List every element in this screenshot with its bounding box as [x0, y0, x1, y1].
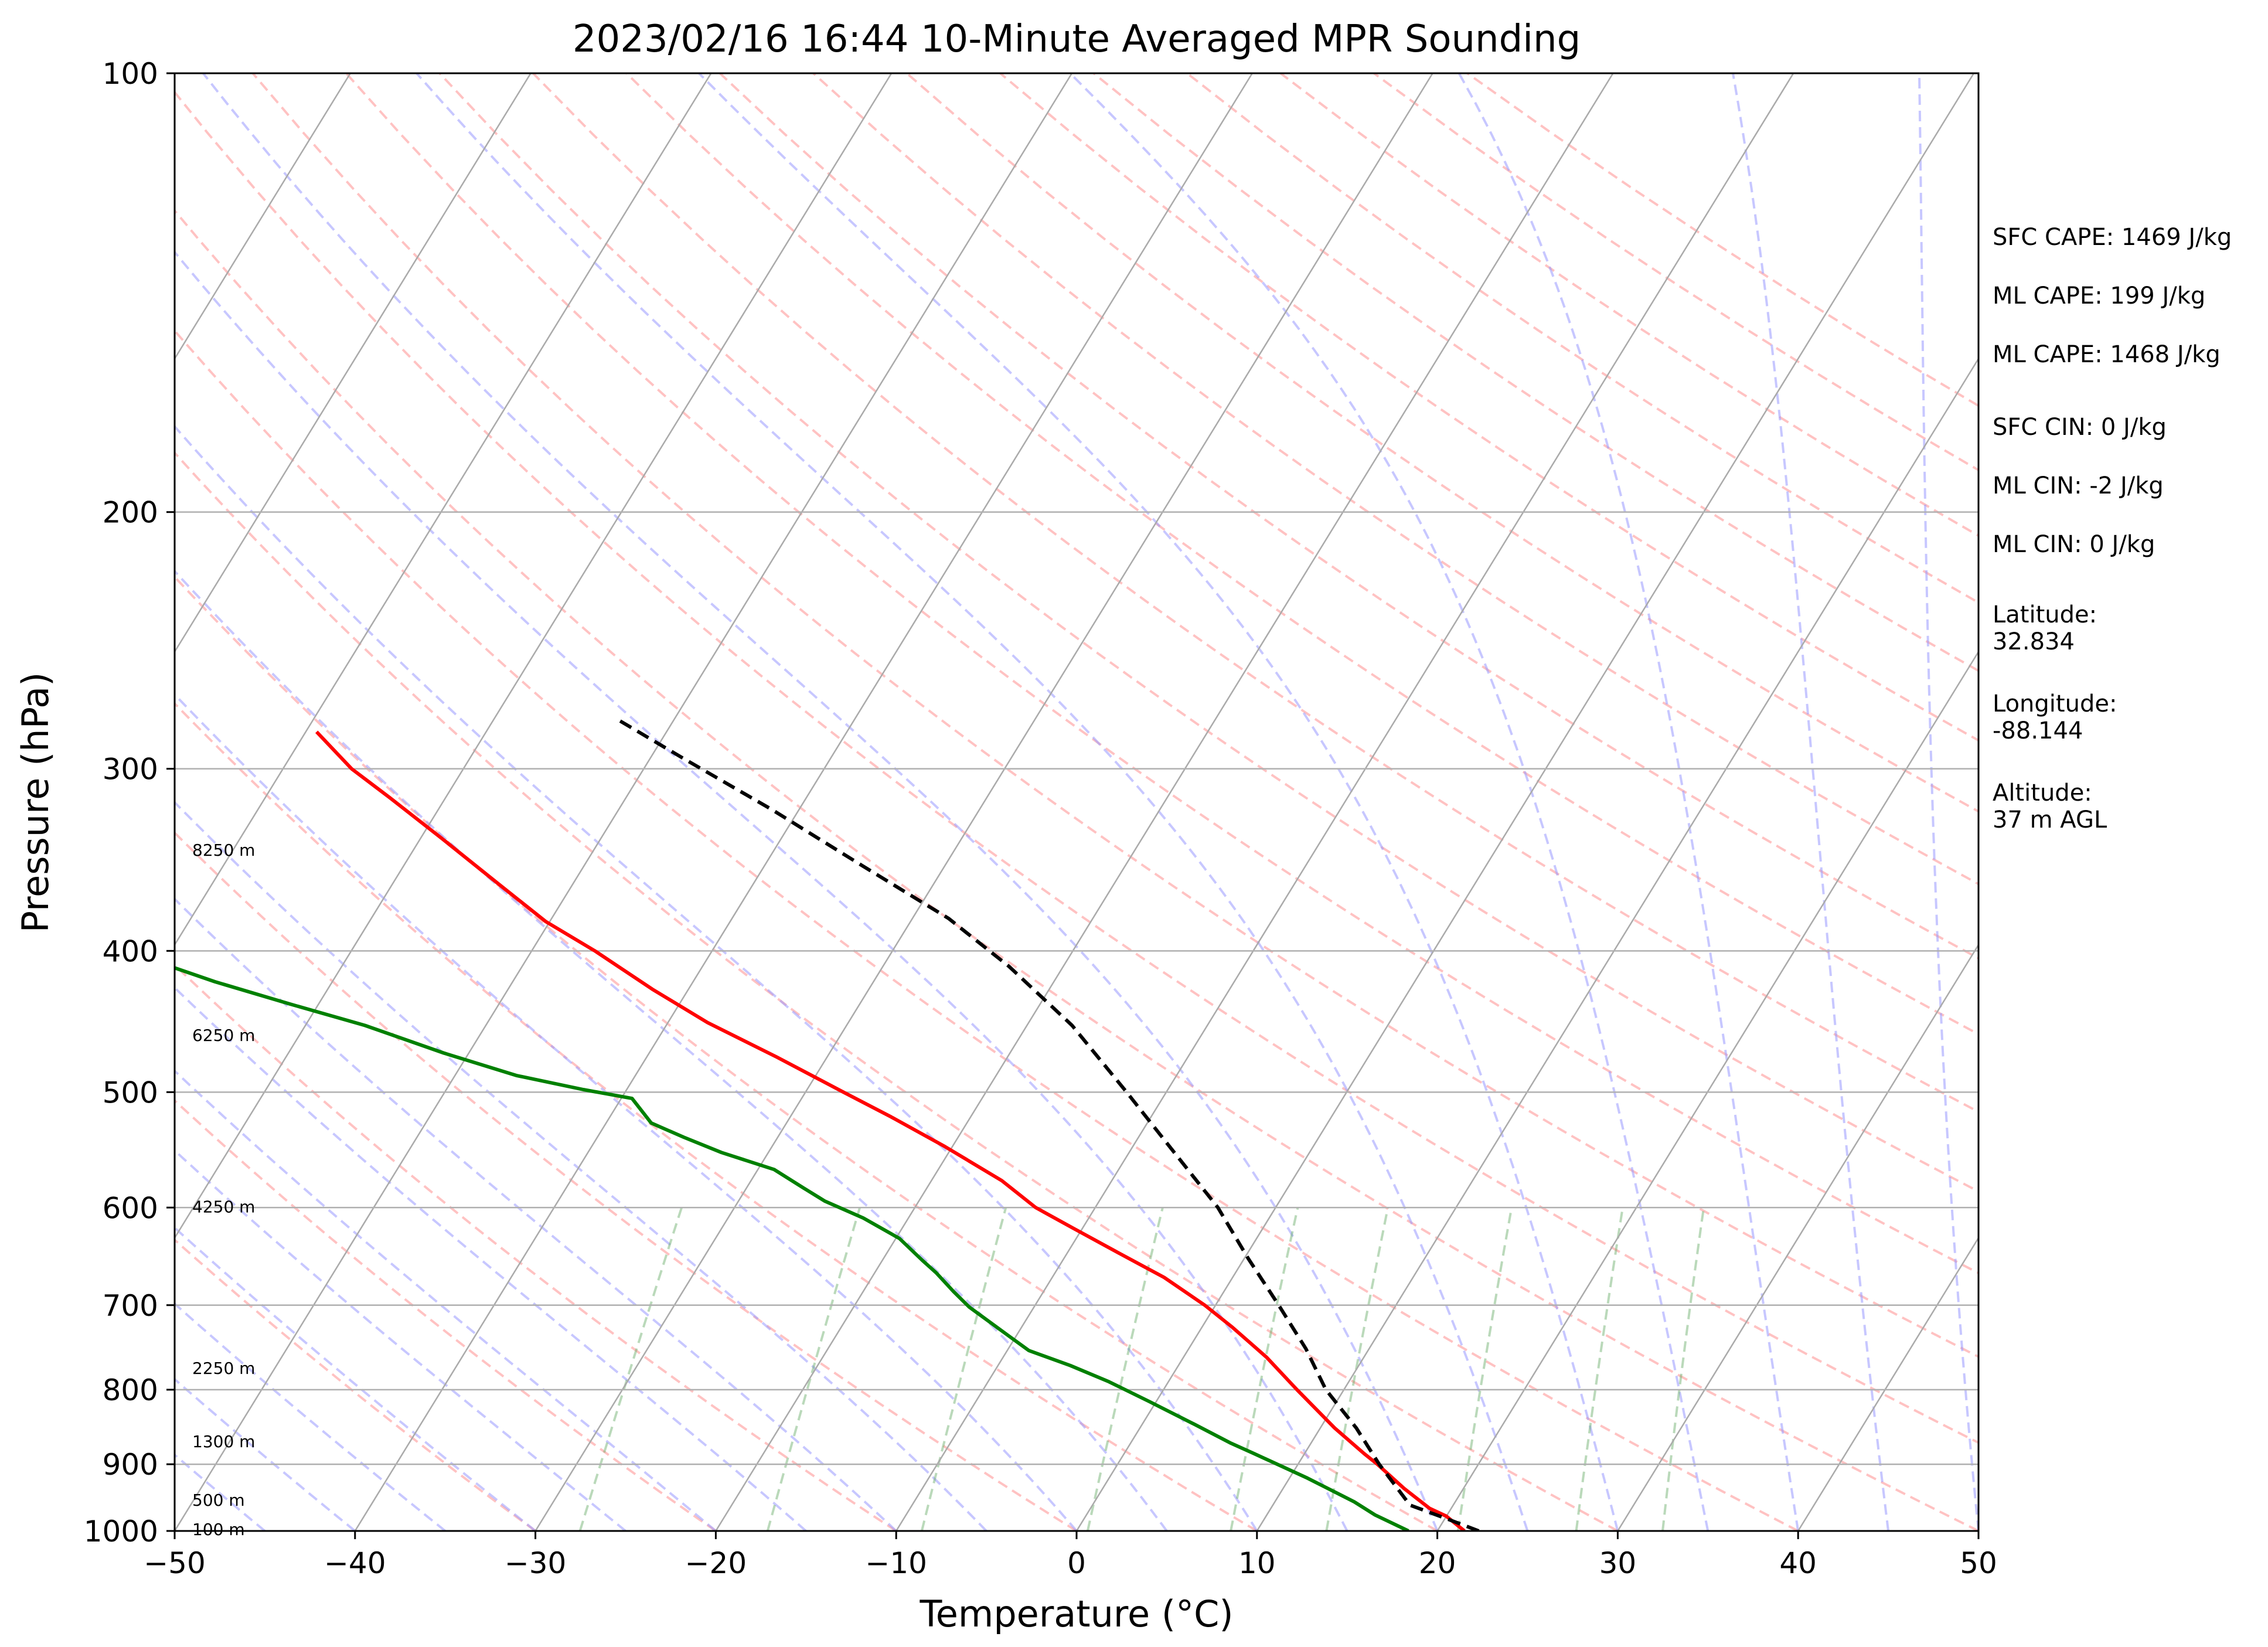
dry-adiabat: [812, 73, 1978, 886]
y-tick-label: 300: [103, 753, 158, 787]
isotherm: [895, 73, 1794, 1531]
mixing-ratio-line: [920, 1207, 1007, 1531]
series-parcel-line: [618, 719, 1480, 1531]
moist-adiabat: [1457, 73, 1800, 1531]
dry-adiabat: [175, 90, 1978, 1444]
y-axis-label: Pressure (hPa): [14, 672, 57, 933]
isotherm: [175, 73, 1073, 1531]
moist-adiabat: [175, 897, 897, 1531]
x-tick-label: −10: [865, 1546, 927, 1580]
y-tick-label: 100: [103, 57, 158, 91]
y-tick-label: 600: [103, 1191, 158, 1225]
dry-adiabat: [438, 73, 1978, 1193]
x-tick-label: 30: [1599, 1546, 1637, 1580]
isotherm: [715, 73, 1614, 1531]
longitude-value: -88.144: [1993, 717, 2083, 744]
dry-adiabat: [175, 575, 1438, 1531]
ml-cin-label-1: ML CIN: -2 J/kg: [1993, 472, 2164, 499]
x-tick-label: −20: [685, 1546, 747, 1580]
dry-adiabat: [175, 1238, 536, 1531]
latitude-value: 32.834: [1993, 628, 2075, 655]
dry-adiabat: [175, 831, 1078, 1531]
height-label: 500 m: [192, 1491, 245, 1510]
moist-adiabat: [175, 424, 1258, 1531]
y-tick-label: 700: [103, 1289, 158, 1323]
moist-adiabat: [416, 73, 1529, 1531]
dry-adiabat: [175, 451, 1619, 1531]
x-tick-label: 20: [1419, 1546, 1456, 1580]
latitude-label: Latitude:: [1993, 601, 2097, 628]
isotherm: [175, 73, 893, 1240]
x-tick-label: 40: [1779, 1546, 1817, 1580]
y-tick-label: 500: [103, 1076, 158, 1110]
dry-adiabat: [175, 963, 897, 1531]
x-tick-label: −40: [324, 1546, 386, 1580]
y-tick-label: 800: [103, 1373, 158, 1407]
isotherm: [1617, 943, 1978, 1531]
sfc-cin-label: SFC CIN: 0 J/kg: [1993, 414, 2167, 441]
dry-adiabat: [1092, 73, 1978, 672]
y-tick-label: 1000: [84, 1515, 158, 1549]
dry-adiabat: [345, 73, 1978, 1275]
dry-adiabat: [175, 209, 1978, 1531]
dry-adiabat: [251, 73, 1978, 1359]
height-label: 100 m: [192, 1520, 245, 1539]
sfc-cape-label: SFC CAPE: 1469 J/kg: [1993, 224, 2232, 251]
moist-adiabat: [175, 693, 1078, 1531]
moist-adiabat: [1918, 73, 1978, 1531]
moist-adiabat: [175, 250, 1348, 1531]
y-tick-label: 400: [103, 934, 158, 968]
isotherm: [534, 73, 1433, 1531]
height-label: 4250 m: [192, 1197, 255, 1216]
x-axis-label: Temperature (°C): [919, 1592, 1233, 1635]
moist-adiabat: [175, 569, 1168, 1531]
chart-title: 2023/02/16 16:44 10-Minute Averaged MPR …: [573, 18, 1581, 61]
ml-cape-label-2: ML CAPE: 1468 J/kg: [1993, 341, 2221, 368]
x-tick-label: 50: [1960, 1546, 1997, 1580]
isotherm: [1075, 73, 1975, 1531]
longitude-label: Longitude:: [1993, 690, 2117, 717]
height-label: 2250 m: [192, 1359, 255, 1378]
height-label: 8250 m: [192, 840, 255, 860]
height-label: 1300 m: [192, 1432, 255, 1451]
altitude-label: Altitude:: [1993, 780, 2092, 807]
y-tick-label: 900: [103, 1448, 158, 1482]
isotherm: [175, 73, 532, 654]
x-tick-label: 10: [1238, 1546, 1276, 1580]
isotherm: [1256, 357, 1978, 1531]
x-tick-label: 0: [1067, 1546, 1086, 1580]
series-dewpoint-line: [175, 966, 1409, 1531]
ml-cin-label-2: ML CIN: 0 J/kg: [1993, 531, 2155, 558]
moist-adiabat: [202, 73, 1439, 1531]
moist-adiabat: [698, 73, 1619, 1531]
dry-adiabat: [175, 329, 1799, 1531]
isotherm: [175, 73, 351, 360]
isotherm: [354, 73, 1253, 1531]
moist-adiabat: [1069, 73, 1709, 1531]
isotherm: [1797, 1236, 1978, 1531]
moist-adiabat: [1732, 73, 1890, 1531]
dry-adiabat: [719, 73, 1978, 960]
series-temperature-line: [315, 730, 1466, 1531]
mixing-ratio-line: [766, 1207, 861, 1531]
x-tick-label: −50: [144, 1546, 206, 1580]
sounding-stats-panel: SFC CAPE: 1469 J/kg ML CAPE: 199 J/kg ML…: [1993, 224, 2232, 833]
dry-adiabat: [175, 702, 1258, 1531]
dry-adiabat: [175, 1099, 717, 1531]
isotherm: [175, 73, 712, 947]
ml-cape-label-1: ML CAPE: 199 J/kg: [1993, 283, 2205, 309]
mixing-ratio-line: [1086, 1207, 1164, 1531]
x-tick-label: −30: [505, 1546, 567, 1580]
altitude-value: 37 m AGL: [1993, 807, 2107, 833]
height-label: 6250 m: [192, 1026, 255, 1045]
isotherm: [1436, 650, 1978, 1531]
dry-adiabat: [905, 73, 1978, 813]
y-tick-label: 200: [103, 496, 158, 530]
